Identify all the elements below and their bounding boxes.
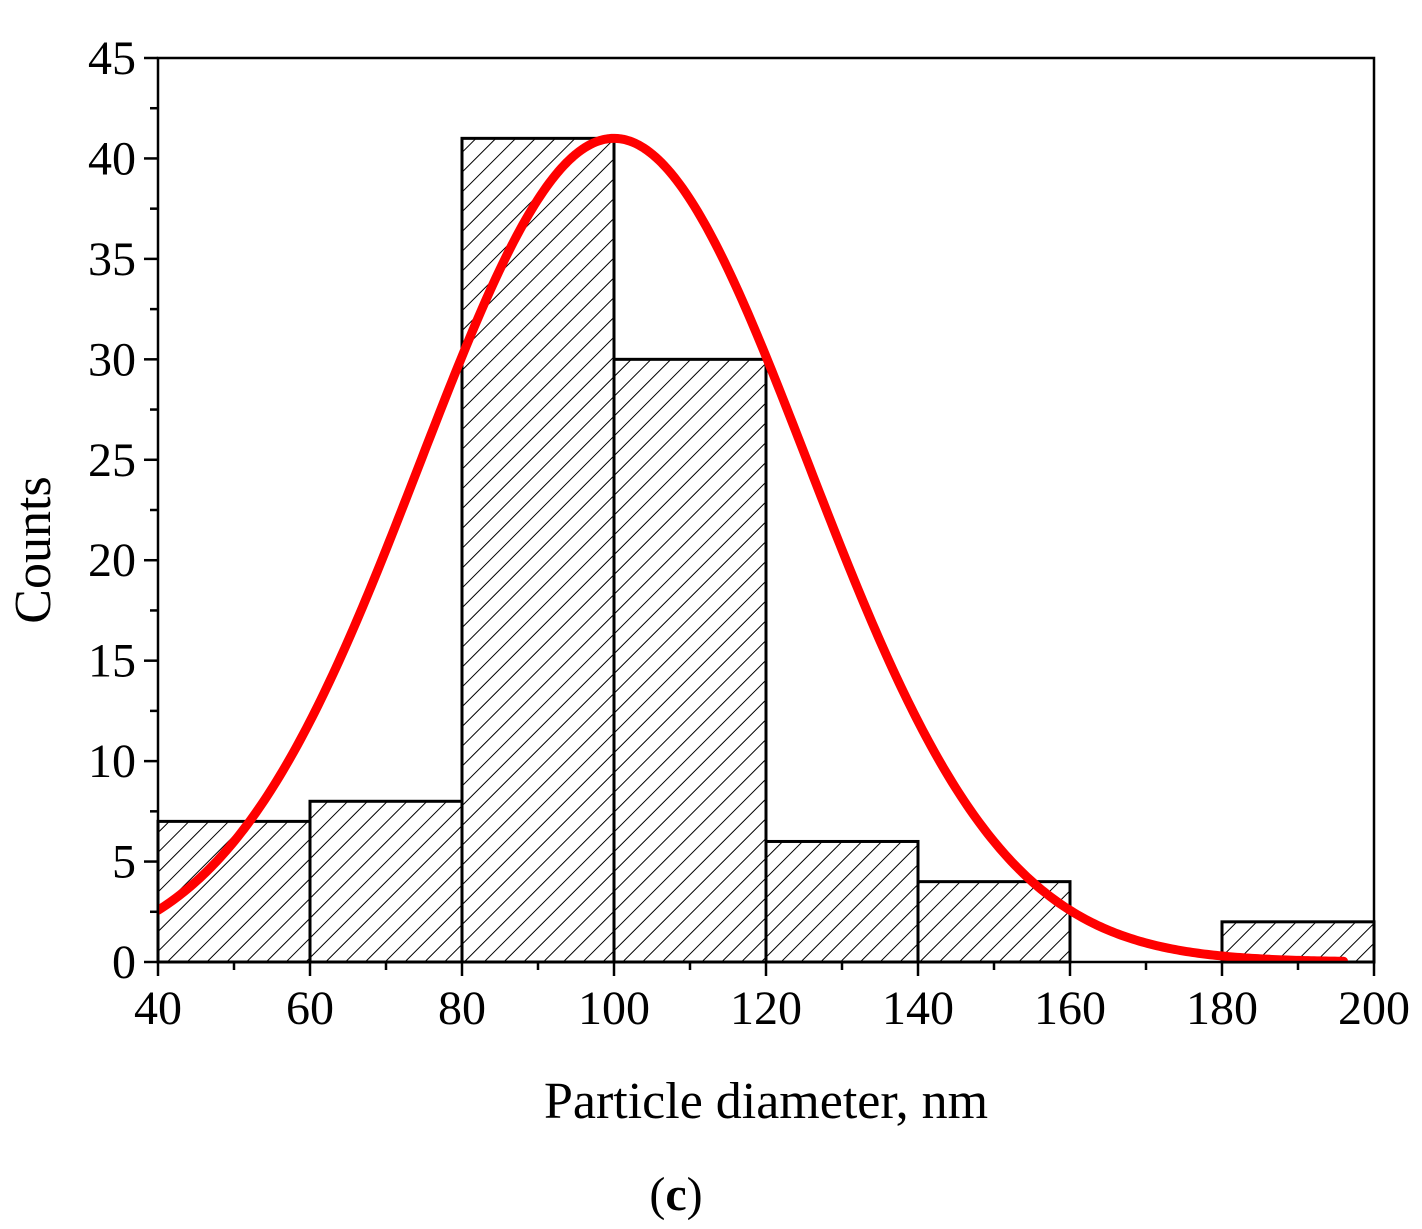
fit-curve-layer (158, 133, 1349, 962)
histogram-bar-4 (764, 839, 920, 964)
y-tick-label: 20 (88, 534, 136, 587)
y-tick-label: 30 (88, 333, 136, 386)
x-axis-title: Particle diameter, nm (544, 1073, 988, 1130)
x-tick-label: 160 (1034, 982, 1106, 1035)
y-tick-label: 40 (88, 132, 136, 185)
histogram-bar-2 (460, 136, 616, 964)
x-tick-label: 200 (1338, 982, 1410, 1035)
histogram-bars (156, 136, 1376, 964)
y-tick-label: 15 (88, 635, 136, 688)
x-tick-label: 140 (882, 982, 954, 1035)
x-tick-label: 100 (578, 982, 650, 1035)
y-tick-label: 5 (112, 836, 136, 889)
x-tick-label: 120 (730, 982, 802, 1035)
x-axis-ticks: 40 60 80 100 120 140 160 180 200 (134, 962, 1410, 1035)
x-tick-label: 40 (134, 982, 182, 1035)
histogram-bar-3 (612, 357, 768, 964)
y-tick-label: 35 (88, 233, 136, 286)
panel-label-letter: c (665, 1168, 686, 1221)
y-axis-ticks: 0 5 10 15 20 25 30 35 40 45 (88, 32, 158, 989)
panel-label-close: ) (687, 1168, 703, 1221)
gaussian-fit-curve (158, 133, 1349, 962)
x-tick-label: 180 (1186, 982, 1258, 1035)
panel-label: (c) (649, 1168, 702, 1221)
x-tick-label: 60 (286, 982, 334, 1035)
y-tick-label: 10 (88, 735, 136, 788)
panel-label-open: ( (649, 1168, 665, 1221)
y-tick-label: 25 (88, 434, 136, 487)
y-tick-label: 45 (88, 32, 136, 85)
x-tick-label: 80 (438, 982, 486, 1035)
y-axis-title: Counts (5, 476, 62, 623)
histogram-bar-1 (308, 799, 464, 964)
y-tick-label: 0 (112, 936, 136, 989)
